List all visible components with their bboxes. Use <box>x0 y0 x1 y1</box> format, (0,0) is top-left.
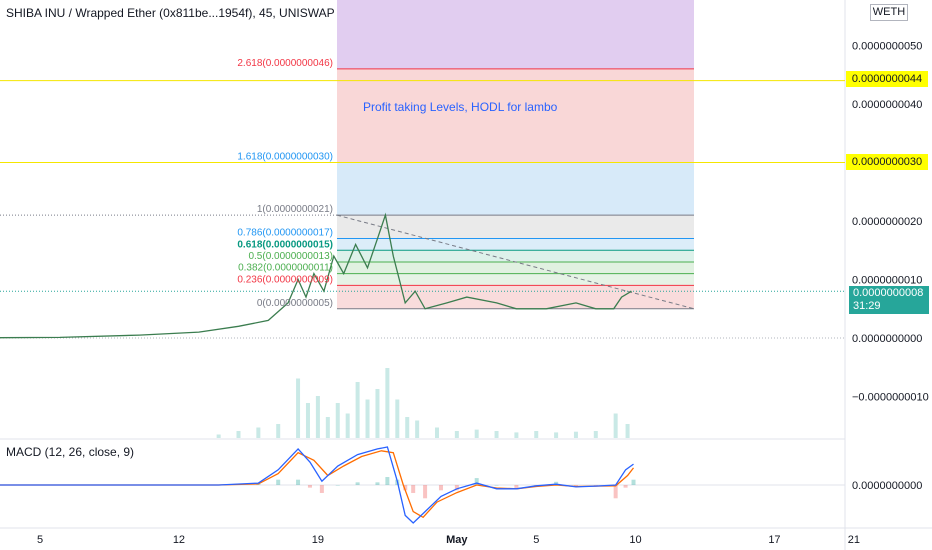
price-axis-tick-label: 0.0000000000 <box>852 333 922 345</box>
fib-level-label: 0(0.0000000005) <box>257 298 333 309</box>
macd-histogram-bar <box>494 485 499 486</box>
time-axis-tick-label: 12 <box>173 534 185 546</box>
fib-level-label: 0.618(0.0000000015) <box>237 239 333 250</box>
volume-bar <box>395 399 400 438</box>
volume-bar <box>625 424 630 438</box>
macd-histogram-bar <box>385 477 390 485</box>
fib-zone <box>337 261 694 274</box>
macd-histogram-bar <box>375 482 380 485</box>
macd-histogram-bar <box>593 485 598 486</box>
volume-bar <box>385 368 390 438</box>
time-axis-tick-label: 19 <box>312 534 324 546</box>
fib-zone-top <box>337 0 694 69</box>
macd-histogram-bar <box>403 485 408 491</box>
volume-bar <box>325 417 330 438</box>
volume-bar <box>365 399 370 438</box>
price-axis-tick-label: 0.0000000010 <box>852 275 922 287</box>
volume-bar <box>474 429 479 438</box>
macd-histogram-bar <box>276 479 281 485</box>
volume-bar <box>305 403 310 438</box>
macd-histogram-bar <box>454 485 459 491</box>
fib-zone <box>337 273 694 286</box>
quote-currency-badge[interactable]: WETH <box>870 4 908 21</box>
fib-level-label: 0.786(0.0000000017) <box>237 228 333 239</box>
fib-level-label: 1(0.0000000021) <box>257 204 333 215</box>
macd-line <box>0 446 634 524</box>
volume-bar <box>256 427 261 438</box>
price-axis-tick-label: 0.0000000040 <box>852 99 922 111</box>
time-axis-tick-label: 17 <box>768 534 780 546</box>
volume-bar <box>405 417 410 438</box>
fib-zone <box>337 250 694 262</box>
macd-histogram-bar <box>296 479 301 485</box>
macd-indicator-title[interactable]: MACD (12, 26, close, 9) <box>6 445 135 459</box>
volume-bar <box>454 431 459 438</box>
volume-bar <box>355 382 360 438</box>
volume-bar <box>345 413 350 438</box>
macd-histogram-bar <box>335 485 340 486</box>
macd-axis-tick-label: 0.0000000000 <box>852 480 922 492</box>
volume-bar <box>276 424 281 438</box>
time-axis-tick-label: 10 <box>629 534 641 546</box>
fib-zone <box>337 68 694 163</box>
time-axis-tick-label: May <box>446 534 468 546</box>
macd-histogram-bar <box>307 485 312 488</box>
macd-histogram-bar <box>319 485 324 493</box>
price-axis-tick-label: 0.0000000020 <box>852 216 922 228</box>
macd-signal-line <box>0 450 635 519</box>
macd-histogram-bar <box>411 485 416 493</box>
volume-bar <box>573 431 578 438</box>
price-series-line <box>0 212 632 339</box>
fib-zone <box>337 285 694 309</box>
fib-level-label: 0.236(0.0000000009) <box>237 274 333 285</box>
volume-bar <box>315 396 320 438</box>
drawing-text-annotation: Profit taking Levels, HODL for lambo <box>363 100 558 114</box>
volume-bar <box>613 413 618 438</box>
fib-zone <box>337 162 694 216</box>
fib-level-label: 2.618(0.0000000046) <box>237 58 333 69</box>
time-axis-tick-label: 21 <box>848 534 860 546</box>
volume-bar <box>514 432 519 438</box>
chart-title: SHIBA INU / Wrapped Ether (0x811be...195… <box>6 6 335 20</box>
fib-zone <box>337 215 694 239</box>
volume-bar <box>554 432 559 438</box>
fib-trend-line <box>336 214 695 310</box>
volume-bar <box>216 434 221 438</box>
volume-bar <box>296 378 301 438</box>
fib-zone <box>337 238 694 251</box>
price-axis-tick-label: −0.0000000010 <box>852 392 929 404</box>
volume-bar <box>375 389 380 438</box>
macd-histogram-bar <box>355 482 360 485</box>
macd-histogram-bar <box>514 485 519 489</box>
fib-level-label: 1.618(0.0000000030) <box>237 152 333 163</box>
time-axis-tick-label: 5 <box>533 534 539 546</box>
horizontal-line-price-badge: 0.0000000044 <box>846 71 928 87</box>
macd-histogram-bar <box>573 485 578 487</box>
volume-bar <box>534 431 539 438</box>
current-price-badge: 0.0000000008 31:29 <box>849 286 929 314</box>
macd-histogram-bar <box>438 485 443 491</box>
volume-bar <box>415 420 420 438</box>
volume-bar <box>335 403 340 438</box>
current-price-value: 0.0000000008 <box>853 287 924 299</box>
horizontal-line-price-badge: 0.0000000030 <box>846 154 928 170</box>
volume-bar <box>593 431 598 438</box>
price-axis-panel <box>845 0 932 550</box>
macd-histogram-bar <box>613 485 618 499</box>
macd-histogram-bar <box>554 481 559 485</box>
price-axis-tick-label: 0.0000000050 <box>852 41 922 53</box>
fib-level-label: 0.5(0.0000000013) <box>248 251 333 262</box>
macd-histogram-bar <box>423 485 428 499</box>
volume-bar <box>435 427 439 438</box>
macd-histogram-bar <box>474 478 479 485</box>
macd-histogram-bar <box>631 479 636 485</box>
macd-histogram-bar <box>623 485 628 488</box>
volume-bar <box>494 431 499 438</box>
fib-level-label: 0.382(0.0000000011) <box>238 263 333 274</box>
time-axis-tick-label: 5 <box>37 534 43 546</box>
bar-countdown: 31:29 <box>853 300 881 312</box>
volume-bar <box>236 431 241 438</box>
